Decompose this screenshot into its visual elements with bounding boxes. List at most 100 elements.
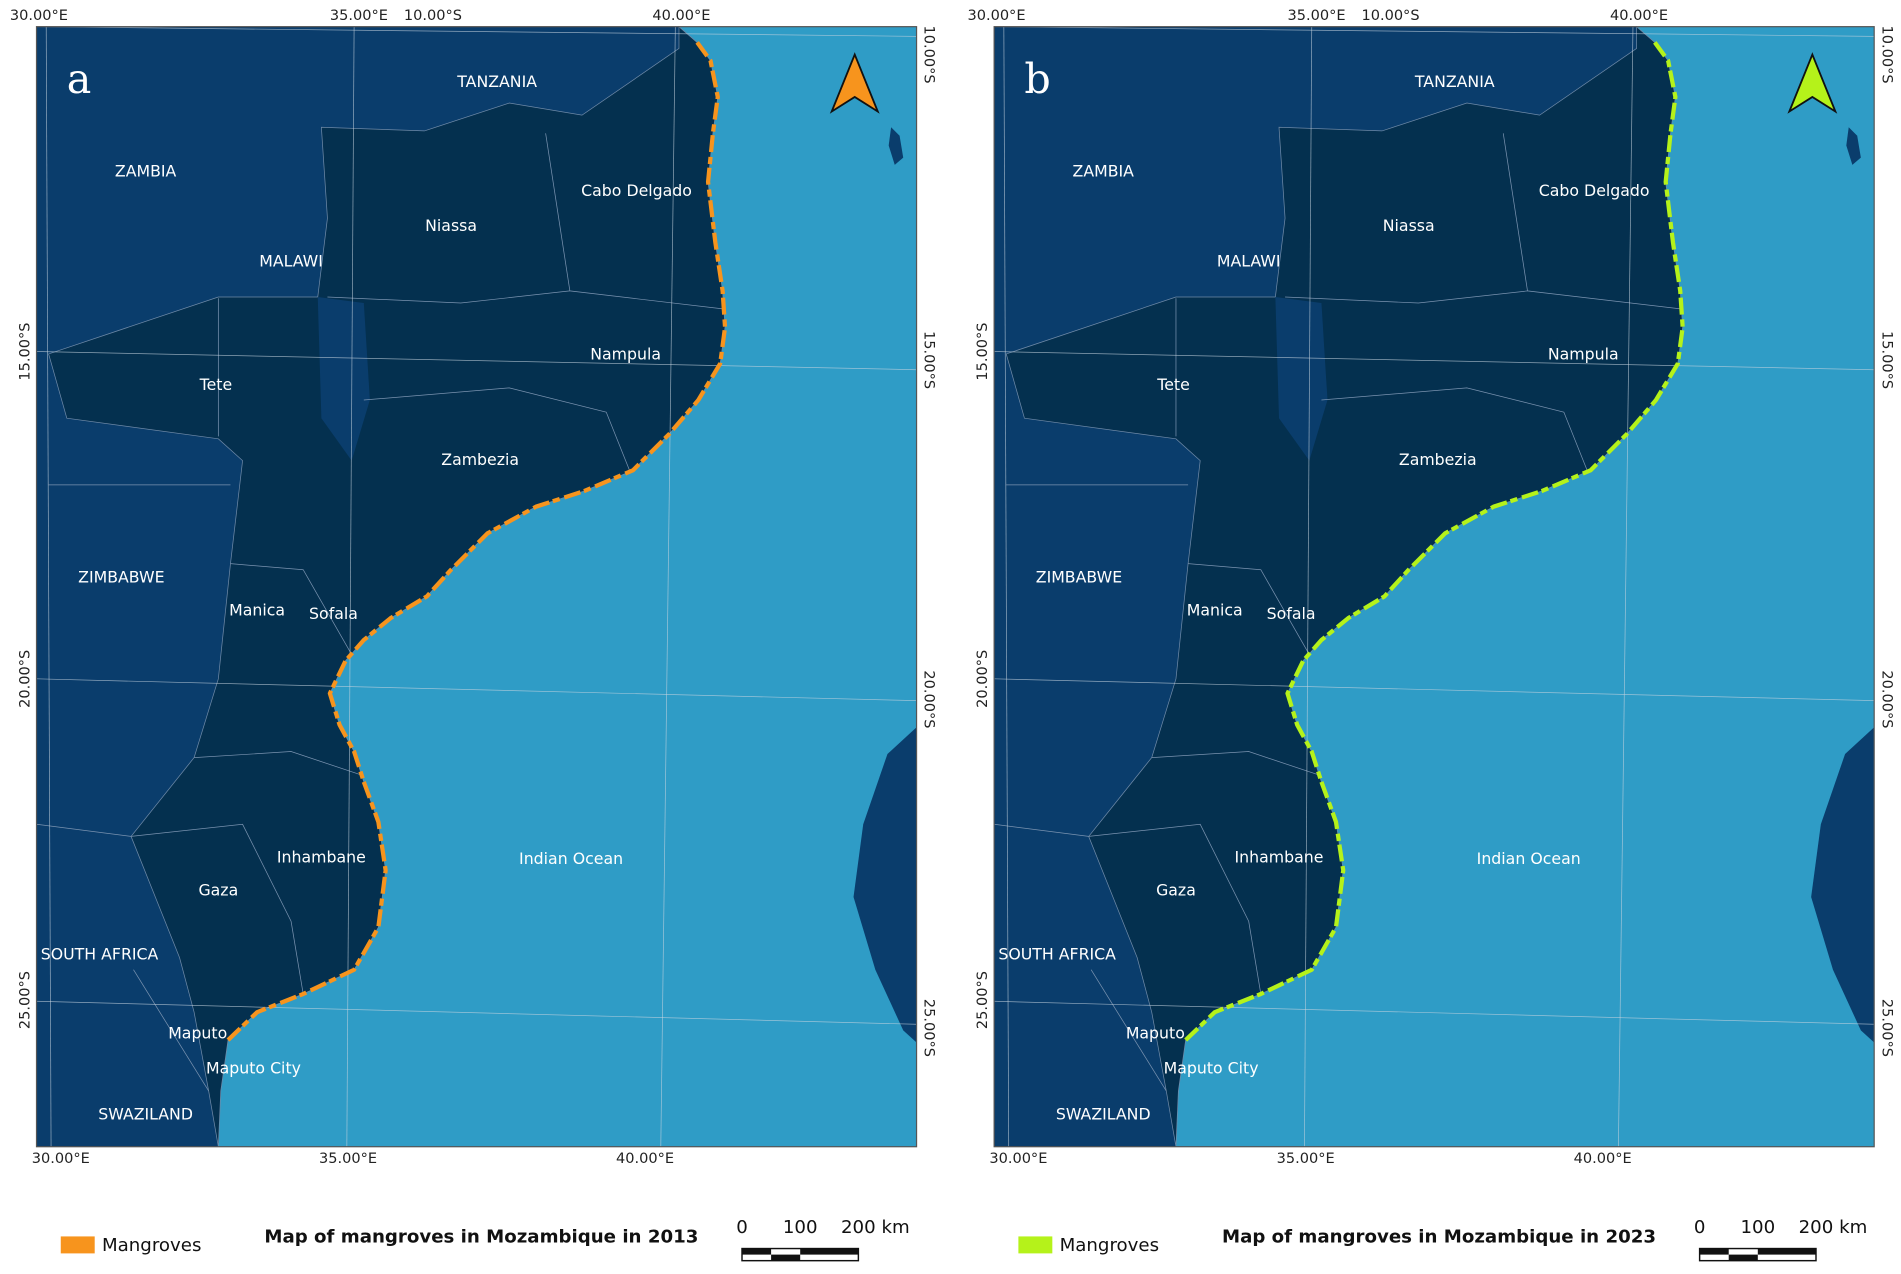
graticule (45, 26, 52, 1147)
map-panel: a TANZANIA ZAMBIA MALAWI Niassa Cabo Delgado N… (10, 8, 937, 1262)
graticule (36, 1000, 917, 1025)
scale-label: 200 km (1799, 1217, 1868, 1238)
madagascar (1811, 727, 1875, 1043)
place-label: Maputo City (206, 1059, 301, 1078)
legend-label: Mangroves (102, 1235, 201, 1256)
coord-label: 20.00°S (921, 670, 937, 728)
place-label: Gaza (1156, 880, 1196, 899)
place-label: MALAWI (259, 251, 323, 270)
lake-malawi (1275, 296, 1328, 461)
graticule (36, 26, 917, 37)
coord-label: 15.00°S (921, 331, 937, 389)
panel-label: a (67, 55, 92, 103)
border (36, 823, 132, 837)
border (1285, 290, 1528, 304)
coord-label: 15.00°S (975, 322, 991, 380)
coord-label: 10.00°S (921, 26, 937, 84)
scale-bar-segment (771, 1254, 801, 1261)
border (1188, 563, 1310, 655)
place-label: ZIMBABWE (1036, 568, 1122, 587)
coord-label: 40.00°E (1610, 8, 1668, 24)
place-label: Indian Ocean (1477, 849, 1581, 868)
coord-label: 20.00°S (1878, 670, 1894, 728)
map-frame (993, 26, 1875, 1148)
place-label: Tete (199, 375, 233, 394)
map-frame (35, 26, 918, 1148)
coord-label: 10.00°S (1878, 26, 1894, 84)
coord-label: 35.00°E (1288, 8, 1346, 24)
border (545, 133, 726, 310)
scale-bar-segment (742, 1248, 772, 1255)
coord-label: 25.00°S (975, 971, 991, 1029)
legend-label: Mangroves (1060, 1235, 1159, 1256)
coord-label: 35.00°E (330, 8, 388, 24)
map-panel: b TANZANIA ZAMBIA MALAWI Niassa Cabo Delgado N… (967, 8, 1894, 1262)
border (1088, 823, 1262, 995)
coord-label: 20.00°S (18, 650, 34, 708)
north-arrow (829, 52, 880, 114)
map-title: Map of mangroves in Mozambique in 2013 (264, 1227, 698, 1248)
coord-label: 10.00°S (404, 8, 462, 24)
border (133, 969, 209, 1092)
madagascar (853, 727, 917, 1043)
place-label: SOUTH AFRICA (41, 945, 159, 964)
place-label: Maputo City (1164, 1059, 1259, 1078)
place-label: ZIMBABWE (78, 568, 164, 587)
place-label: Inhambane (1235, 848, 1324, 867)
place-label: Tete (1156, 375, 1190, 394)
place-label: Cabo Delgado (581, 181, 692, 200)
border (363, 387, 631, 473)
place-label: TANZANIA (456, 72, 537, 91)
scale-label: 0 (1694, 1217, 1706, 1238)
coord-label: 20.00°S (975, 650, 991, 708)
scale-bar-segment (1699, 1248, 1729, 1255)
coord-label: 35.00°E (1277, 1151, 1335, 1167)
legend-swatch (60, 1236, 95, 1254)
lake-malawi (317, 296, 370, 461)
coord-label: 40.00°E (652, 8, 710, 24)
ocean (1175, 26, 1875, 1147)
mangroves (226, 41, 728, 1042)
place-label: SOUTH AFRICA (998, 945, 1116, 964)
place-label: Manica (1187, 600, 1243, 619)
scale-bar-segment (1728, 1254, 1758, 1261)
map-title: Map of mangroves in Mozambique in 2023 (1222, 1227, 1656, 1248)
graticule (36, 678, 917, 702)
place-label: Manica (229, 600, 285, 619)
scale-label: 100 (1740, 1217, 1775, 1238)
coord-label: 25.00°S (18, 971, 34, 1029)
border (994, 823, 1089, 837)
legend-swatch (1018, 1236, 1053, 1254)
lake (888, 127, 904, 165)
scale-bar-segment (800, 1248, 859, 1255)
graticule (994, 678, 1875, 702)
scale-label: 100 (783, 1217, 818, 1238)
place-label: ZAMBIA (115, 162, 177, 181)
mangroves (1184, 41, 1685, 1042)
place-label: Inhambane (277, 848, 366, 867)
border (230, 563, 352, 655)
graticule (994, 351, 1875, 371)
place-label: Sofala (309, 604, 358, 623)
graticule (346, 26, 355, 1147)
coord-label: 25.00°S (1878, 999, 1894, 1057)
graticule (660, 26, 676, 1147)
place-label: Cabo Delgado (1539, 181, 1650, 200)
border (327, 290, 570, 304)
border (1090, 969, 1167, 1092)
graticule (994, 26, 1875, 37)
border (131, 823, 304, 995)
graticule (1304, 26, 1313, 1147)
graticule (994, 1000, 1875, 1025)
border (194, 751, 364, 777)
place-label: Niassa (1383, 216, 1435, 235)
place-label: TANZANIA (1414, 72, 1495, 91)
coord-label: 15.00°S (1878, 331, 1894, 389)
coord-label: 25.00°S (921, 999, 937, 1057)
panel-label: b (1024, 55, 1050, 103)
graticule (36, 351, 917, 371)
graticule (1003, 26, 1010, 1147)
place-label: ZAMBIA (1073, 162, 1135, 181)
scale-label: 0 (736, 1217, 748, 1238)
